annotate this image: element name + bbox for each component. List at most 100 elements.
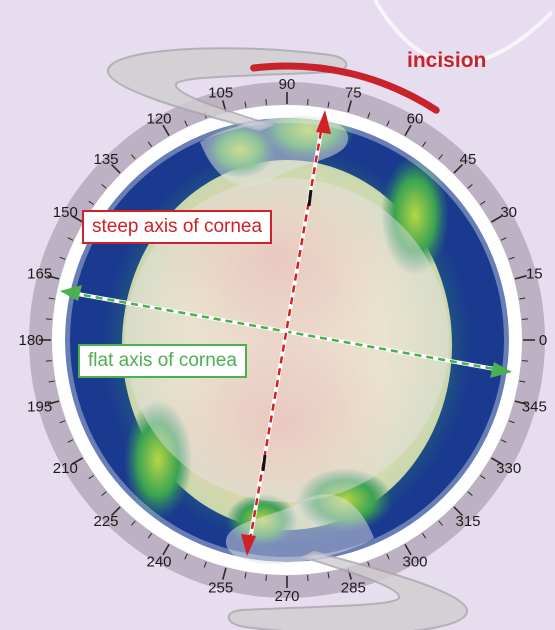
degree-tick bbox=[48, 297, 55, 300]
background-arc bbox=[373, 0, 554, 65]
degree-label-0: 0 bbox=[539, 332, 547, 349]
degree-tick bbox=[131, 154, 136, 160]
degree-tick bbox=[327, 572, 330, 579]
degree-tick bbox=[88, 200, 94, 206]
degree-label-315: 315 bbox=[455, 513, 480, 530]
degree-tick bbox=[184, 553, 188, 560]
optic-edge-top bbox=[200, 116, 349, 186]
degree-tick bbox=[101, 184, 107, 189]
degree-tick bbox=[101, 491, 107, 496]
degree-tick bbox=[71, 457, 83, 465]
degree-tick bbox=[59, 256, 66, 260]
degree-tick bbox=[45, 318, 52, 320]
degree-ticks bbox=[39, 92, 535, 588]
degree-tick bbox=[265, 575, 267, 582]
degree-label-150: 150 bbox=[53, 204, 78, 221]
degree-tick bbox=[347, 100, 352, 113]
degree-tick bbox=[222, 567, 227, 580]
degree-label-270: 270 bbox=[274, 588, 299, 605]
degree-tick bbox=[67, 237, 74, 241]
degree-label-30: 30 bbox=[500, 204, 517, 221]
optic bbox=[125, 178, 449, 502]
degree-tick bbox=[453, 506, 463, 516]
incision-label: incision bbox=[407, 49, 487, 72]
degree-tick bbox=[386, 120, 390, 127]
degree-labels: 0 15 30 45 60 75 90 105 120 135 150 165 180 195 210 225… bbox=[18, 76, 547, 605]
degree-tick bbox=[111, 506, 121, 516]
degree-tick bbox=[45, 360, 52, 362]
degree-tick bbox=[404, 544, 412, 556]
degree-tick bbox=[438, 154, 443, 160]
degree-label-75: 75 bbox=[345, 85, 362, 102]
degree-label-135: 135 bbox=[93, 151, 118, 168]
degree-tick bbox=[265, 98, 267, 105]
degree-tick bbox=[59, 420, 66, 424]
degree-tick bbox=[131, 520, 136, 526]
degree-tick bbox=[453, 164, 463, 174]
degree-tick bbox=[327, 101, 330, 108]
degree-tick bbox=[519, 380, 526, 383]
degree-tick bbox=[421, 141, 427, 147]
degree-label-240: 240 bbox=[146, 554, 171, 571]
degree-label-90: 90 bbox=[279, 76, 296, 93]
degree-tick bbox=[491, 457, 503, 465]
degree-tick bbox=[162, 544, 170, 556]
degree-tick bbox=[111, 164, 121, 174]
degree-tick bbox=[147, 141, 153, 147]
degree-tick bbox=[47, 275, 60, 280]
degree-tick bbox=[508, 420, 515, 424]
degree-tick bbox=[514, 400, 527, 405]
degree-label-255: 255 bbox=[208, 579, 233, 596]
degree-tick bbox=[48, 380, 55, 383]
degree-tick bbox=[480, 200, 486, 206]
degree-label-180: 180 bbox=[18, 332, 43, 349]
degree-tick bbox=[500, 237, 507, 241]
degree-tick bbox=[162, 124, 170, 136]
degree-label-285: 285 bbox=[341, 579, 366, 596]
degree-tick bbox=[47, 400, 60, 405]
degree-tick bbox=[522, 318, 529, 320]
degree-tick bbox=[244, 101, 247, 108]
degree-tick bbox=[480, 474, 486, 480]
steep-axis-arrow bbox=[241, 110, 331, 556]
optic-edge-bottom bbox=[225, 494, 374, 564]
degree-tick bbox=[467, 491, 473, 496]
incision-arc bbox=[250, 62, 440, 114]
degree-tick bbox=[514, 275, 527, 280]
degree-label-45: 45 bbox=[460, 151, 477, 168]
lower-haptic bbox=[227, 550, 468, 630]
degree-tick bbox=[438, 520, 443, 526]
degree-tick bbox=[467, 184, 473, 189]
degree-label-225: 225 bbox=[93, 513, 118, 530]
degree-tick bbox=[307, 575, 309, 582]
degree-tick bbox=[244, 572, 247, 579]
degree-tick bbox=[307, 98, 309, 105]
degree-label-120: 120 bbox=[146, 110, 171, 127]
degree-label-345: 345 bbox=[522, 398, 547, 415]
degree-tick bbox=[71, 215, 83, 223]
degree-label-330: 330 bbox=[496, 460, 521, 477]
steep-axis-label: steep axis of cornea bbox=[82, 210, 273, 244]
degree-tick bbox=[421, 533, 427, 539]
degree-label-195: 195 bbox=[27, 398, 52, 415]
degree-tick bbox=[522, 360, 529, 362]
degree-tick bbox=[88, 474, 94, 480]
degree-tick bbox=[184, 120, 188, 127]
degree-label-165: 165 bbox=[27, 266, 52, 283]
degree-tick bbox=[67, 439, 74, 443]
toric-iol bbox=[107, 47, 468, 630]
degree-label-300: 300 bbox=[402, 554, 427, 571]
degree-tick bbox=[508, 256, 515, 260]
degree-label-15: 15 bbox=[526, 266, 543, 283]
degree-tick bbox=[386, 553, 390, 560]
degree-tick bbox=[404, 124, 412, 136]
flat-axis-label: flat axis of cornea bbox=[78, 344, 247, 378]
degree-tick bbox=[500, 439, 507, 443]
degree-label-60: 60 bbox=[407, 110, 424, 127]
degree-label-105: 105 bbox=[208, 85, 233, 102]
degree-tick bbox=[491, 215, 503, 223]
degree-tick bbox=[367, 112, 371, 119]
degree-tick bbox=[147, 533, 153, 539]
